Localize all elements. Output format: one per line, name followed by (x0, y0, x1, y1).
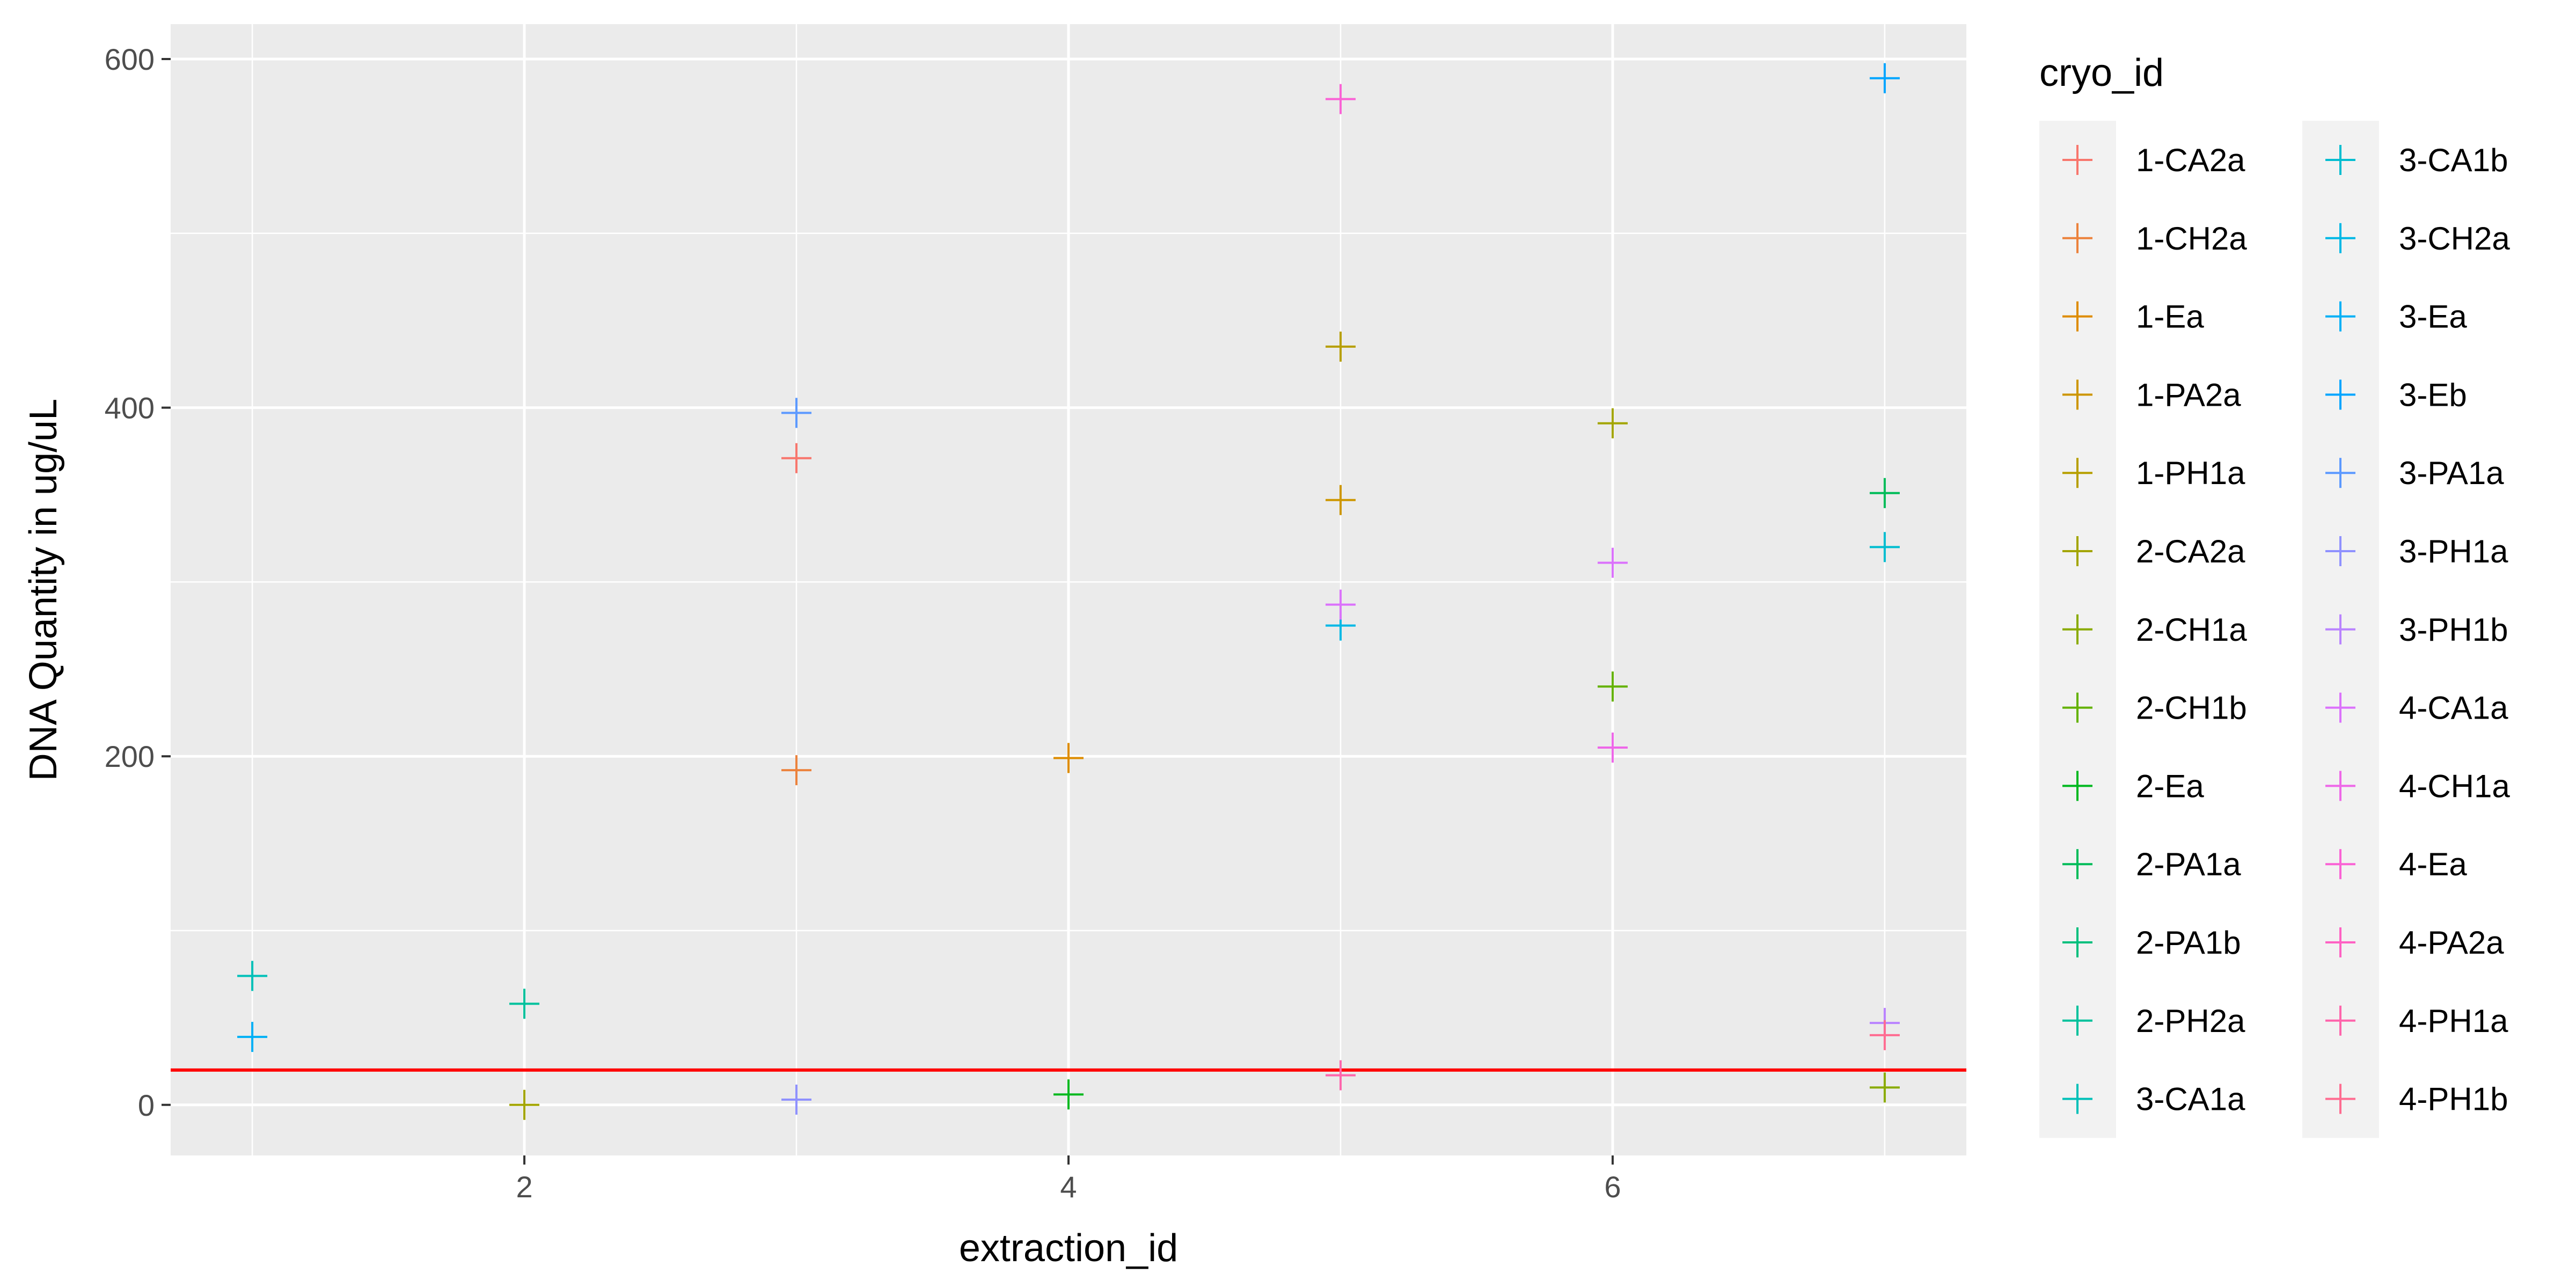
legend-label: 4-CA1a (2399, 690, 2508, 726)
legend-item: 1-PH1a (2062, 455, 2245, 491)
legend-item: 3-CA1b (2325, 142, 2508, 178)
data-point (1869, 478, 1900, 508)
data-point (1597, 547, 1628, 578)
legend-item: 3-CA1a (2062, 1081, 2245, 1117)
legend-label: 3-CA1a (2136, 1081, 2245, 1117)
legend-item: 4-PH1b (2325, 1081, 2508, 1117)
legend-label: 2-PA1a (2136, 846, 2241, 882)
data-point (1325, 331, 1356, 362)
legend-item: 3-PA1a (2325, 455, 2504, 491)
legend-label: 3-Eb (2399, 377, 2467, 413)
data-point (781, 1085, 812, 1115)
legend-item: 3-PH1b (2325, 612, 2508, 648)
legend-item: 4-CA1a (2325, 690, 2508, 726)
data-point (1597, 408, 1628, 438)
points-layer (237, 63, 1900, 1120)
legend-item: 2-Ea (2062, 768, 2204, 804)
legend-item: 4-PH1a (2325, 1003, 2508, 1039)
x-axis-title: extraction_id (959, 1227, 1178, 1270)
legend-label: 1-CH2a (2136, 221, 2247, 257)
legend-item: 2-CH1a (2062, 612, 2247, 648)
legend-label: 3-CA1b (2399, 142, 2508, 178)
legend-item: 1-CH2a (2062, 221, 2247, 257)
data-point (1053, 1079, 1084, 1110)
x-tick-label: 4 (1060, 1170, 1077, 1204)
legend-label: 4-PH1a (2399, 1003, 2508, 1039)
y-axis-title: DNA Quantity in ug/uL (22, 399, 65, 781)
legend-label: 4-Ea (2399, 846, 2467, 882)
legend-label: 3-PH1b (2399, 612, 2508, 648)
legend-label: 1-Ea (2136, 299, 2204, 335)
legend-label: 3-Ea (2399, 299, 2467, 335)
data-point (1325, 589, 1356, 620)
legend-label: 2-PH2a (2136, 1003, 2245, 1039)
y-tick-label: 400 (105, 391, 155, 425)
legend-title: cryo_id (2039, 52, 2164, 94)
legend-label: 3-PH1a (2399, 533, 2508, 569)
legend-label: 4-PA2a (2399, 925, 2504, 961)
y-axis: 0 200 400 600 (105, 42, 171, 1122)
legend-item: 2-PA1a (2062, 846, 2241, 882)
data-point (781, 398, 812, 428)
legend: cryo_id 1-CA2a 1-CH2a 1-Ea 1-PA2a 1-PH1a 2-CA… (2039, 52, 2510, 1138)
legend-item: 2-PH2a (2062, 1003, 2245, 1039)
data-point (781, 755, 812, 786)
data-point (237, 961, 268, 991)
legend-label: 1-PH1a (2136, 455, 2245, 491)
legend-item: 4-Ea (2325, 846, 2467, 882)
data-point (1869, 1072, 1900, 1103)
legend-label: 3-CH2a (2399, 221, 2510, 257)
y-tick-label: 0 (138, 1088, 155, 1122)
legend-label: 4-CH1a (2399, 768, 2510, 804)
x-tick-label: 2 (516, 1170, 532, 1204)
legend-item: 1-Ea (2062, 299, 2204, 335)
legend-label: 2-CH1b (2136, 690, 2247, 726)
data-point (1053, 743, 1084, 773)
legend-item: 3-CH2a (2325, 221, 2510, 257)
legend-item: 3-Eb (2325, 377, 2467, 413)
legend-label: 2-Ea (2136, 768, 2204, 804)
legend-item: 1-PA2a (2062, 377, 2241, 413)
x-tick-label: 6 (1604, 1170, 1621, 1204)
data-point (781, 443, 812, 473)
x-axis: 2 4 6 (516, 1155, 1621, 1204)
legend-label: 1-CA2a (2136, 142, 2245, 178)
legend-item: 4-CH1a (2325, 768, 2510, 804)
data-point (1597, 671, 1628, 702)
data-point (1325, 485, 1356, 515)
legend-label: 2-CH1a (2136, 612, 2247, 648)
legend-item: 1-CA2a (2062, 142, 2245, 178)
y-tick-label: 200 (105, 740, 155, 773)
data-point (1325, 1060, 1356, 1091)
legend-item: 2-CH1b (2062, 690, 2247, 726)
legend-item: 2-CA2a (2062, 533, 2245, 569)
data-point (237, 1022, 268, 1052)
legend-item: 3-PH1a (2325, 533, 2508, 569)
legend-label: 2-CA2a (2136, 533, 2245, 569)
data-point (1597, 732, 1628, 763)
data-point (1869, 532, 1900, 562)
data-point (1325, 84, 1356, 114)
legend-label: 1-PA2a (2136, 377, 2241, 413)
legend-item: 3-Ea (2325, 299, 2467, 335)
data-point (1869, 63, 1900, 93)
legend-label: 4-PH1b (2399, 1081, 2508, 1117)
data-point (509, 989, 540, 1019)
legend-item: 2-PA1b (2062, 925, 2241, 961)
data-point (509, 1089, 540, 1120)
y-tick-label: 600 (105, 42, 155, 76)
legend-label: 2-PA1b (2136, 925, 2241, 961)
data-point (1869, 1020, 1900, 1050)
legend-item: 4-PA2a (2325, 925, 2504, 961)
legend-label: 3-PA1a (2399, 455, 2504, 491)
